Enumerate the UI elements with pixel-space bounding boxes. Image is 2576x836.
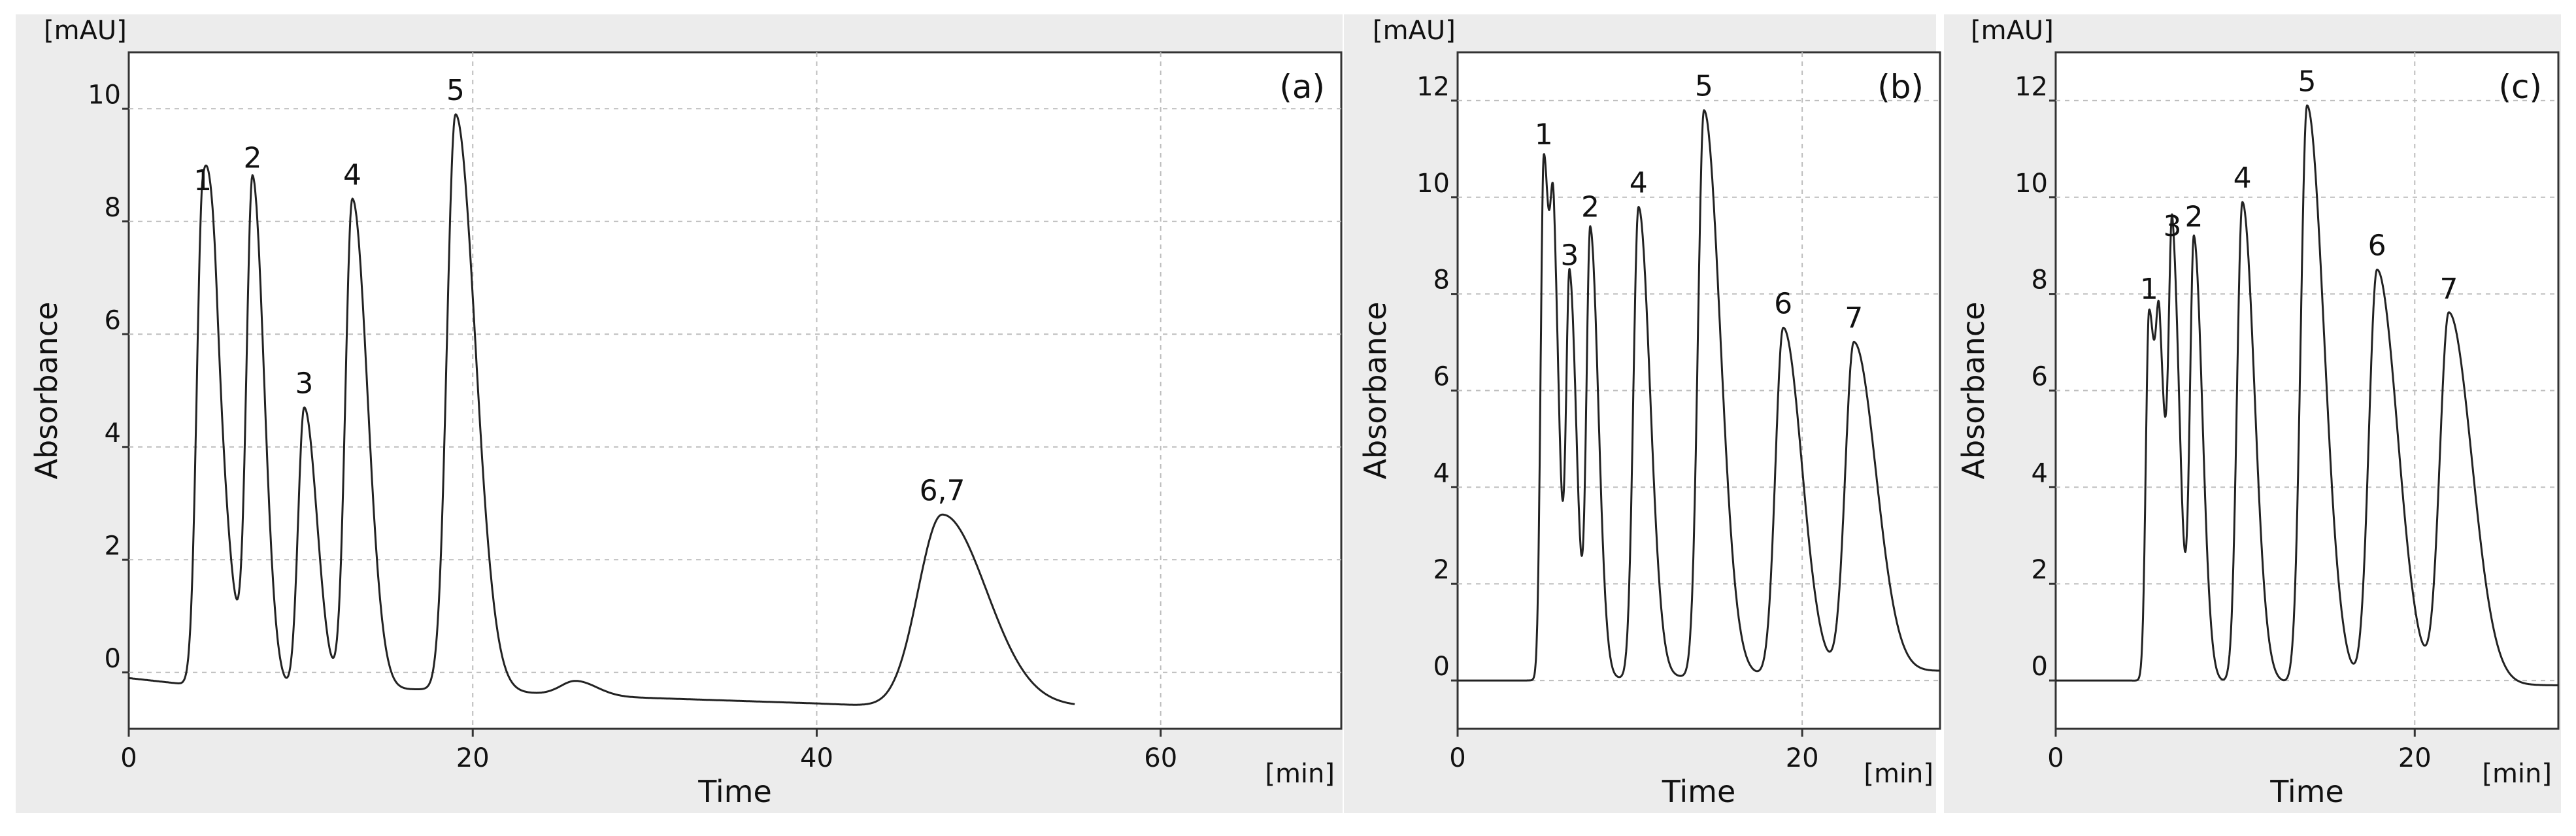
y-tick-label: 10 (2015, 169, 2048, 199)
y-tick-label: 0 (1433, 652, 1450, 682)
y-tick-label: 12 (2015, 72, 2048, 102)
peak-label: 1 (2140, 273, 2158, 306)
y-tick-label: 12 (1416, 72, 1450, 102)
y-unit-label: [mAU] (1373, 16, 1456, 46)
y-tick-label: 10 (88, 80, 121, 110)
peak-label: 6 (2368, 229, 2386, 263)
y-tick-label: 8 (1433, 265, 1450, 295)
peak-label: 6,7 (920, 474, 965, 507)
x-tick-label: 20 (456, 743, 490, 773)
y-axis-label: Absorbance (1358, 302, 1393, 480)
y-tick-label: 6 (105, 305, 121, 335)
y-tick-label: 8 (105, 193, 121, 223)
panel-title: (a) (1279, 68, 1325, 106)
y-tick-label: 2 (105, 531, 121, 561)
y-axis-label: Absorbance (1956, 302, 1991, 480)
y-axis-label: Absorbance (29, 302, 64, 480)
y-tick-label: 4 (1433, 458, 1450, 488)
peak-label: 4 (2233, 161, 2252, 195)
panel-title: (b) (1877, 68, 1924, 106)
x-tick-label: 20 (2398, 743, 2432, 773)
x-tick-label: 60 (1144, 743, 1177, 773)
y-tick-label: 8 (2032, 265, 2048, 295)
panel-title: (c) (2498, 68, 2542, 106)
peak-label: 1 (1535, 118, 1553, 152)
peak-label: 6 (1774, 287, 1792, 320)
peak-label: 2 (2184, 200, 2203, 233)
peak-label: 4 (343, 158, 361, 192)
peak-label: 3 (1560, 239, 1579, 272)
x-axis-label: Time (697, 774, 772, 809)
x-tick-label: 40 (800, 743, 833, 773)
peak-label: 3 (2164, 210, 2182, 243)
y-tick-label: 6 (1433, 362, 1450, 392)
y-tick-label: 4 (2032, 458, 2048, 488)
y-tick-label: 4 (105, 418, 121, 448)
chromatogram-trace (2055, 104, 2559, 686)
x-unit-label: [min] (1864, 759, 1933, 789)
x-axis-label: Time (2269, 774, 2344, 809)
peak-label: 2 (1581, 191, 1599, 224)
peak-label: 5 (2298, 65, 2317, 98)
y-tick-label: 0 (2032, 652, 2048, 682)
y-tick-label: 0 (105, 644, 121, 674)
peak-label: 7 (1845, 302, 1863, 335)
x-unit-label: [min] (2482, 759, 2552, 789)
y-tick-label: 10 (1416, 169, 1450, 199)
peak-label: 3 (295, 367, 313, 400)
chromatogram-trace (1457, 109, 1941, 682)
x-tick-label: 0 (1449, 743, 1465, 773)
plot-area (127, 51, 1343, 730)
peak-label: 5 (446, 74, 465, 107)
y-tick-label: 2 (2032, 555, 2048, 585)
x-axis-label: Time (1662, 774, 1736, 809)
x-unit-label: [min] (1265, 759, 1335, 789)
chromatogram-trace (128, 113, 1075, 706)
peak-label: 7 (2439, 273, 2458, 306)
peak-label: 1 (193, 164, 212, 197)
x-tick-label: 0 (2047, 743, 2064, 773)
x-tick-label: 20 (1786, 743, 1819, 773)
x-tick-label: 0 (120, 743, 137, 773)
peak-label: 4 (1630, 167, 1648, 200)
y-unit-label: [mAU] (1971, 16, 2054, 46)
peak-label: 5 (1695, 70, 1713, 103)
peak-label: 2 (243, 141, 261, 175)
y-tick-label: 6 (2032, 362, 2048, 392)
y-tick-label: 2 (1433, 555, 1450, 585)
y-unit-label: [mAU] (44, 16, 127, 46)
